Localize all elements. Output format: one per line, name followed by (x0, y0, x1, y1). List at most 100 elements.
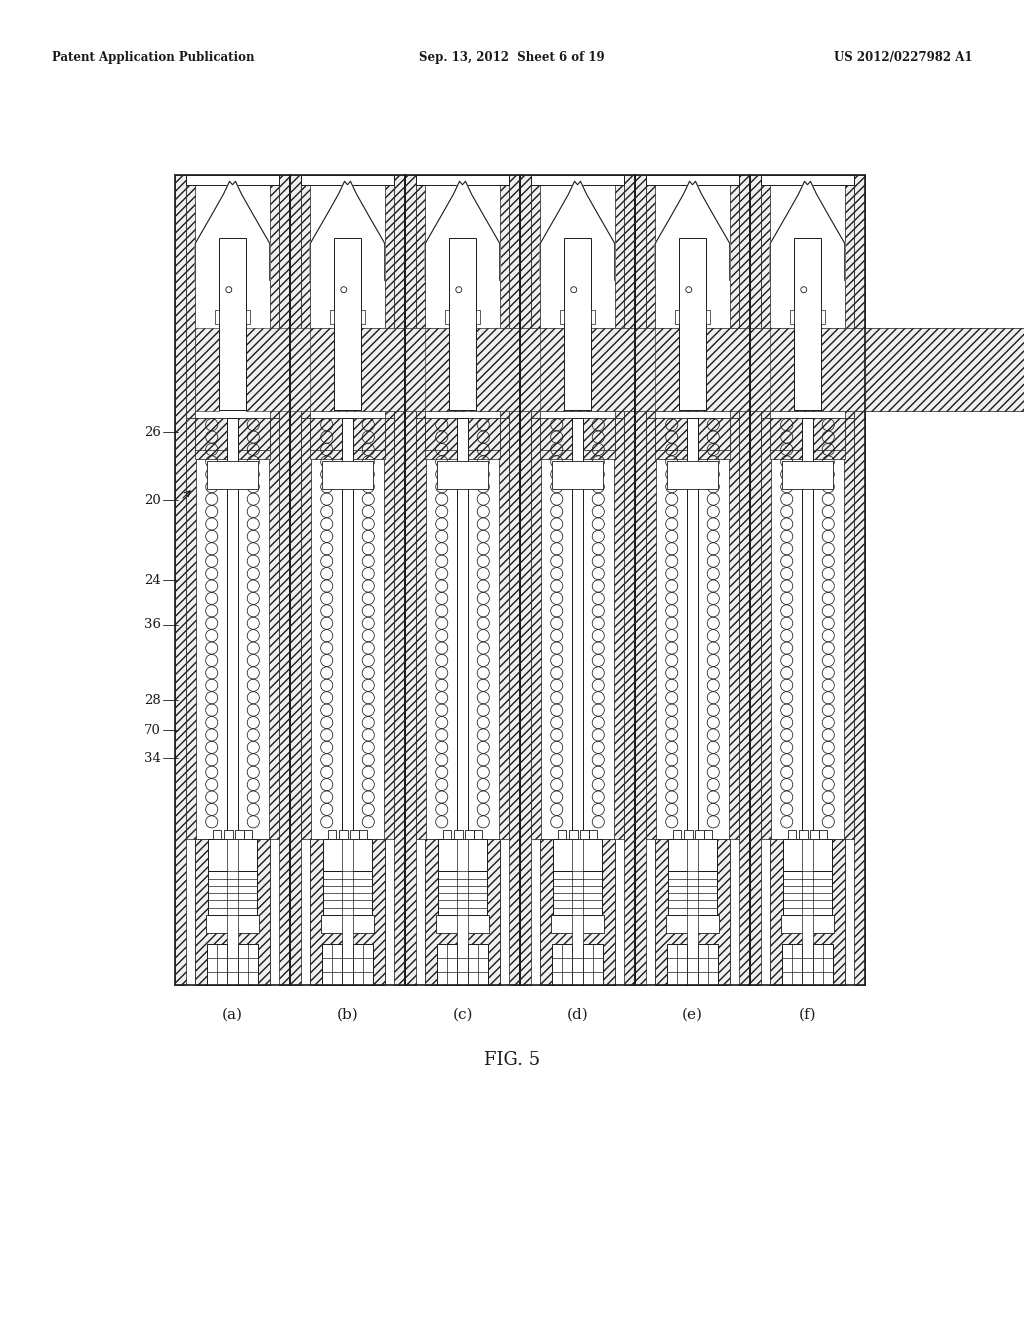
Bar (360, 310, 366, 323)
Bar (385, 185, 394, 418)
Polygon shape (655, 181, 730, 280)
Bar (328, 830, 336, 840)
Bar (207, 461, 258, 488)
Bar (614, 185, 624, 418)
Text: (a): (a) (222, 1008, 243, 1022)
Text: Patent Application Publication: Patent Application Publication (52, 51, 255, 65)
Bar (541, 418, 614, 450)
Bar (761, 176, 854, 185)
Bar (310, 418, 385, 458)
Polygon shape (541, 181, 614, 280)
Bar (186, 185, 196, 418)
Bar (280, 176, 290, 985)
Bar (782, 461, 834, 488)
Bar (208, 840, 257, 871)
Bar (244, 830, 252, 840)
Bar (509, 176, 520, 985)
Bar (425, 329, 450, 411)
Bar (818, 830, 827, 840)
Bar (551, 915, 604, 932)
Bar (474, 830, 482, 840)
Bar (572, 418, 583, 840)
Text: US 2012/0227982 A1: US 2012/0227982 A1 (834, 51, 972, 65)
Text: 70: 70 (144, 723, 161, 737)
Bar (821, 329, 1024, 411)
Bar (219, 238, 246, 411)
Bar (310, 840, 385, 985)
Bar (669, 840, 717, 871)
Text: (b): (b) (337, 1008, 358, 1022)
Bar (673, 830, 681, 840)
Bar (342, 418, 352, 840)
Bar (358, 830, 368, 840)
Bar (802, 840, 813, 985)
Bar (655, 418, 730, 450)
Bar (321, 915, 374, 932)
Bar (246, 329, 465, 411)
Bar (438, 871, 486, 915)
Bar (844, 418, 854, 840)
Bar (301, 185, 310, 418)
Bar (800, 830, 808, 840)
Bar (406, 176, 416, 985)
Bar (781, 915, 835, 932)
Bar (553, 871, 602, 915)
Bar (787, 830, 797, 840)
Bar (301, 418, 311, 840)
Bar (186, 418, 197, 840)
Bar (669, 871, 717, 915)
Bar (770, 418, 845, 458)
Bar (666, 915, 719, 932)
Bar (310, 329, 334, 411)
Polygon shape (425, 181, 500, 280)
Bar (553, 840, 602, 871)
Bar (227, 840, 238, 985)
Bar (750, 176, 761, 985)
Bar (770, 329, 794, 411)
Bar (552, 461, 603, 488)
Polygon shape (310, 181, 385, 280)
Bar (416, 418, 426, 840)
Bar (770, 840, 845, 985)
Bar (675, 310, 679, 323)
Bar (444, 310, 450, 323)
Bar (739, 176, 750, 985)
Bar (206, 915, 259, 932)
Bar (687, 840, 697, 985)
Bar (290, 176, 301, 985)
Bar (324, 840, 372, 871)
Bar (703, 830, 713, 840)
Bar (655, 418, 730, 458)
Bar (530, 418, 541, 840)
Bar (323, 944, 373, 985)
Bar (310, 418, 385, 450)
Bar (790, 310, 794, 323)
Text: Sep. 13, 2012  Sheet 6 of 19: Sep. 13, 2012 Sheet 6 of 19 (419, 51, 605, 65)
Bar (558, 830, 566, 840)
Bar (416, 185, 425, 418)
Bar (224, 830, 233, 840)
Bar (591, 310, 595, 323)
Bar (269, 185, 280, 418)
Bar (476, 329, 925, 411)
Bar (425, 840, 500, 985)
Bar (802, 418, 813, 840)
Bar (476, 310, 480, 323)
Bar (213, 830, 221, 840)
Bar (196, 418, 269, 450)
Bar (425, 418, 500, 450)
Bar (455, 830, 463, 840)
Text: 34: 34 (144, 751, 161, 764)
Bar (559, 310, 564, 323)
Bar (269, 418, 280, 840)
Bar (783, 871, 831, 915)
Bar (530, 185, 541, 418)
Bar (339, 830, 348, 840)
Bar (845, 185, 854, 418)
Bar (646, 185, 655, 418)
Bar (227, 418, 238, 840)
Text: 26: 26 (144, 425, 161, 438)
Bar (437, 944, 487, 985)
Bar (635, 176, 646, 985)
Bar (330, 310, 334, 323)
